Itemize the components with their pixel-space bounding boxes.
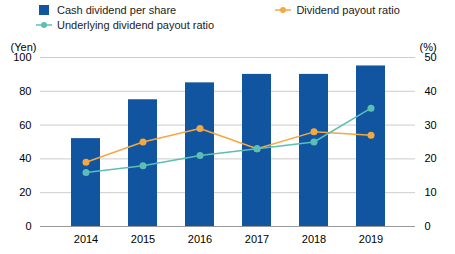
- svg-text:(Yen): (Yen): [11, 41, 37, 53]
- svg-text:20: 20: [19, 186, 31, 198]
- svg-text:10: 10: [425, 186, 437, 198]
- svg-text:100: 100: [13, 51, 32, 63]
- html-text:Cash dividend per share: Cash dividend per share: [57, 4, 177, 16]
- svg-text:40: 40: [425, 85, 437, 97]
- svg-text:2014: 2014: [74, 233, 98, 245]
- svg-text:30: 30: [425, 119, 437, 131]
- svg-text:(%): (%): [420, 41, 437, 53]
- svg-text:2019: 2019: [359, 233, 383, 245]
- svg-text:2017: 2017: [245, 233, 269, 245]
- svg-text:20: 20: [425, 152, 437, 164]
- svg-text:0: 0: [25, 220, 31, 232]
- svg-text:2018: 2018: [302, 233, 326, 245]
- svg-text:2015: 2015: [131, 233, 155, 245]
- svg-text:50: 50: [424, 51, 437, 63]
- html-text:Underlying dividend payout rat: Underlying dividend payout ratio: [57, 19, 215, 31]
- svg-text:80: 80: [19, 85, 31, 97]
- svg-text:2016: 2016: [188, 233, 212, 245]
- svg-text:60: 60: [19, 119, 31, 131]
- html-text:Dividend payout ratio: Dividend payout ratio: [296, 4, 400, 16]
- svg-text:40: 40: [19, 152, 31, 164]
- svg-text:0: 0: [425, 220, 431, 232]
